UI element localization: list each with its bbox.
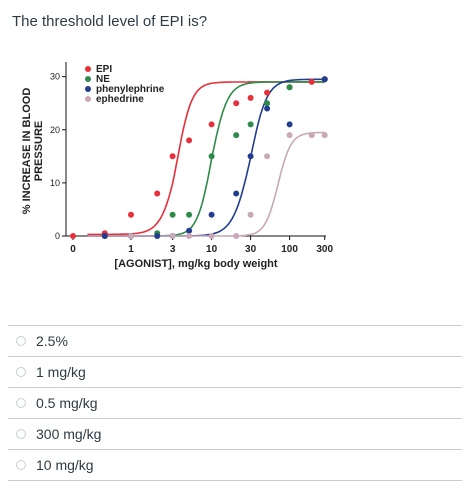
- x-axis-label: [AGONIST], mg/kg body weight: [114, 258, 278, 270]
- legend-marker-phenylephrine: [85, 86, 91, 92]
- data-point-ephedrine: [186, 233, 193, 239]
- answer-option[interactable]: 10 mg/kg: [8, 449, 462, 481]
- data-point-epi: [308, 78, 315, 85]
- data-point-phenylephrine: [186, 227, 193, 234]
- answer-option[interactable]: 0.5 mg/kg: [8, 387, 462, 418]
- curve-ne: [87, 81, 325, 237]
- legend-marker-ne: [85, 76, 91, 82]
- data-point-ephedrine: [169, 233, 176, 239]
- data-point-ephedrine: [233, 233, 240, 239]
- x-tick-label: 10: [206, 244, 218, 255]
- data-point-epi: [233, 100, 240, 107]
- dose-response-chart: % INCREASE IN BLOODPRESSURE [AGONIST], m…: [21, 62, 333, 270]
- data-point-epi: [208, 121, 215, 128]
- data-point-phenylephrine: [154, 233, 161, 239]
- x-tick-label: 1: [128, 244, 134, 255]
- answer-label: 1 mg/kg: [36, 364, 86, 380]
- data-point-ne: [286, 84, 293, 91]
- data-point-ephedrine: [128, 233, 134, 239]
- y-tick-label: 20: [50, 125, 60, 135]
- radio-button[interactable]: [16, 429, 26, 439]
- radio-button[interactable]: [16, 367, 26, 377]
- answer-label: 0.5 mg/kg: [36, 395, 98, 411]
- data-point-ephedrine: [208, 233, 215, 239]
- data-point-phenylephrine: [101, 233, 108, 239]
- x-tick-label: 100: [281, 244, 298, 255]
- radio-button[interactable]: [16, 336, 26, 346]
- x-tick-label: 300: [316, 244, 333, 255]
- data-point-ephedrine: [264, 153, 271, 160]
- data-point-epi: [154, 190, 161, 197]
- answer-option[interactable]: 300 mg/kg: [8, 418, 462, 449]
- answer-option[interactable]: 2.5%: [8, 325, 462, 356]
- data-point-ne: [208, 153, 215, 160]
- legend-label-epi: EPI: [96, 64, 112, 75]
- data-point-epi: [169, 153, 176, 160]
- x-tick-label: 0: [70, 244, 76, 255]
- answer-label: 10 mg/kg: [36, 457, 94, 473]
- legend-label-ephedrine: ephedrine: [96, 94, 144, 105]
- y-tick-label: 0: [55, 231, 60, 241]
- data-point-ne: [186, 211, 193, 218]
- question-text: The threshold level of EPI is?: [12, 13, 208, 30]
- answer-option[interactable]: 1 mg/kg: [8, 356, 462, 387]
- y-tick-label: 30: [50, 72, 60, 82]
- data-point-epi: [247, 94, 254, 101]
- data-point-ephedrine: [286, 132, 293, 139]
- legend-marker-ephedrine: [85, 96, 91, 102]
- data-point-phenylephrine: [286, 121, 293, 128]
- data-point-epi: [186, 137, 193, 144]
- answer-list: 2.5% 1 mg/kg 0.5 mg/kg 300 mg/kg 10 mg/k…: [8, 325, 462, 481]
- answer-label: 2.5%: [36, 333, 68, 349]
- answer-label: 300 mg/kg: [36, 426, 102, 442]
- data-point-phenylephrine: [233, 190, 240, 197]
- data-point-phenylephrine: [247, 153, 254, 160]
- y-axis-label: % INCREASE IN BLOODPRESSURE: [21, 88, 45, 215]
- legend-label-phenylephrine: phenylephrine: [96, 84, 165, 95]
- data-point-ne: [233, 132, 240, 139]
- x-tick-label: 3: [170, 244, 176, 255]
- data-point-ephedrine: [247, 211, 254, 218]
- y-tick-label: 10: [50, 178, 60, 188]
- radio-button[interactable]: [16, 398, 26, 408]
- x-tick-label: 30: [245, 244, 257, 255]
- data-point-phenylephrine: [321, 76, 328, 83]
- data-point-epi: [264, 89, 271, 96]
- data-point-phenylephrine: [264, 105, 271, 112]
- data-point-ne: [264, 100, 271, 107]
- data-points: [70, 76, 328, 239]
- data-point-ephedrine: [321, 132, 328, 139]
- legend-label-ne: NE: [96, 74, 110, 85]
- data-point-ephedrine: [308, 132, 315, 139]
- radio-button[interactable]: [16, 460, 26, 470]
- data-point-phenylephrine: [208, 211, 215, 218]
- data-point-ne: [247, 121, 254, 128]
- data-point-epi: [70, 233, 76, 239]
- legend-marker-epi: [85, 66, 91, 72]
- data-point-epi: [128, 211, 134, 218]
- data-point-ne: [169, 211, 176, 218]
